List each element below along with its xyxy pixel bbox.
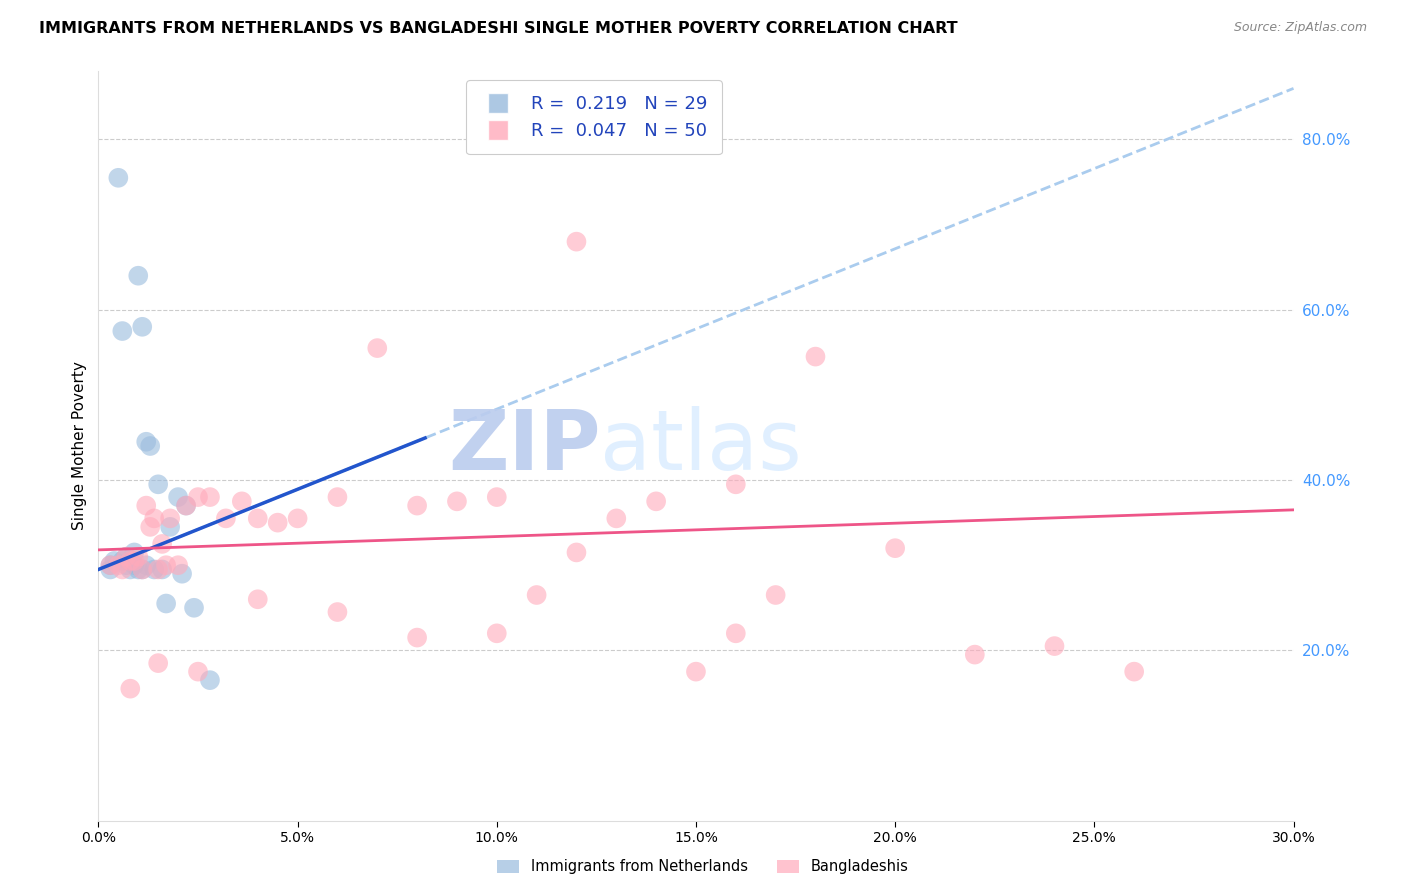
Text: atlas: atlas [600,406,801,486]
Point [183,600,205,615]
Point [605,511,627,525]
Text: Source: ZipAtlas.com: Source: ZipAtlas.com [1233,21,1367,35]
Point [131,562,153,576]
Point [198,673,221,688]
Point [174,499,197,513]
Point [326,605,349,619]
Point [526,588,548,602]
Point [187,665,209,679]
Point [127,562,149,576]
Point [167,558,190,573]
Point [406,631,429,645]
Point [724,477,747,491]
Point [127,268,149,283]
Point [267,516,290,530]
Point [124,545,146,559]
Point [135,499,157,513]
Legend: Immigrants from Netherlands, Bangladeshis: Immigrants from Netherlands, Bangladeshi… [492,854,914,880]
Point [98,558,122,573]
Point [107,170,129,185]
Point [143,511,166,525]
Point [246,592,269,607]
Point [565,545,588,559]
Point [485,626,508,640]
Point [485,490,508,504]
Point [131,562,153,576]
Point [326,490,349,504]
Point [150,562,173,576]
Point [127,549,149,564]
Point [155,597,177,611]
Point [148,562,170,576]
Point [246,511,269,525]
Point [446,494,468,508]
Point [159,520,181,534]
Point [148,477,170,491]
Point [215,511,238,525]
Point [765,588,787,602]
Point [98,562,122,576]
Point [366,341,388,355]
Point [103,554,125,568]
Point [963,648,986,662]
Point [111,324,134,338]
Point [685,665,707,679]
Point [406,499,429,513]
Point [155,558,177,573]
Point [172,566,194,581]
Point [115,549,138,564]
Point [124,554,146,568]
Point [135,434,157,449]
Legend: R =  0.219   N = 29, R =  0.047   N = 50: R = 0.219 N = 29, R = 0.047 N = 50 [465,80,721,154]
Point [98,558,122,573]
Point [287,511,309,525]
Point [884,541,907,556]
Point [107,558,129,573]
Point [120,681,142,696]
Point [198,490,221,504]
Point [120,562,142,576]
Point [120,554,142,568]
Y-axis label: Single Mother Poverty: Single Mother Poverty [72,361,87,531]
Point [174,499,197,513]
Point [645,494,668,508]
Point [159,511,181,525]
Point [115,558,138,573]
Point [131,319,153,334]
Point [143,562,166,576]
Point [115,549,138,564]
Point [1043,639,1066,653]
Text: ZIP: ZIP [449,406,600,486]
Point [111,554,134,568]
Point [135,558,157,573]
Point [167,490,190,504]
Point [724,626,747,640]
Point [120,554,142,568]
Point [111,562,134,576]
Point [187,490,209,504]
Point [565,235,588,249]
Point [124,558,146,573]
Point [804,350,827,364]
Point [139,520,162,534]
Point [148,656,170,670]
Point [231,494,253,508]
Point [1123,665,1146,679]
Point [139,439,162,453]
Point [150,537,173,551]
Text: IMMIGRANTS FROM NETHERLANDS VS BANGLADESHI SINGLE MOTHER POVERTY CORRELATION CHA: IMMIGRANTS FROM NETHERLANDS VS BANGLADES… [39,21,957,37]
